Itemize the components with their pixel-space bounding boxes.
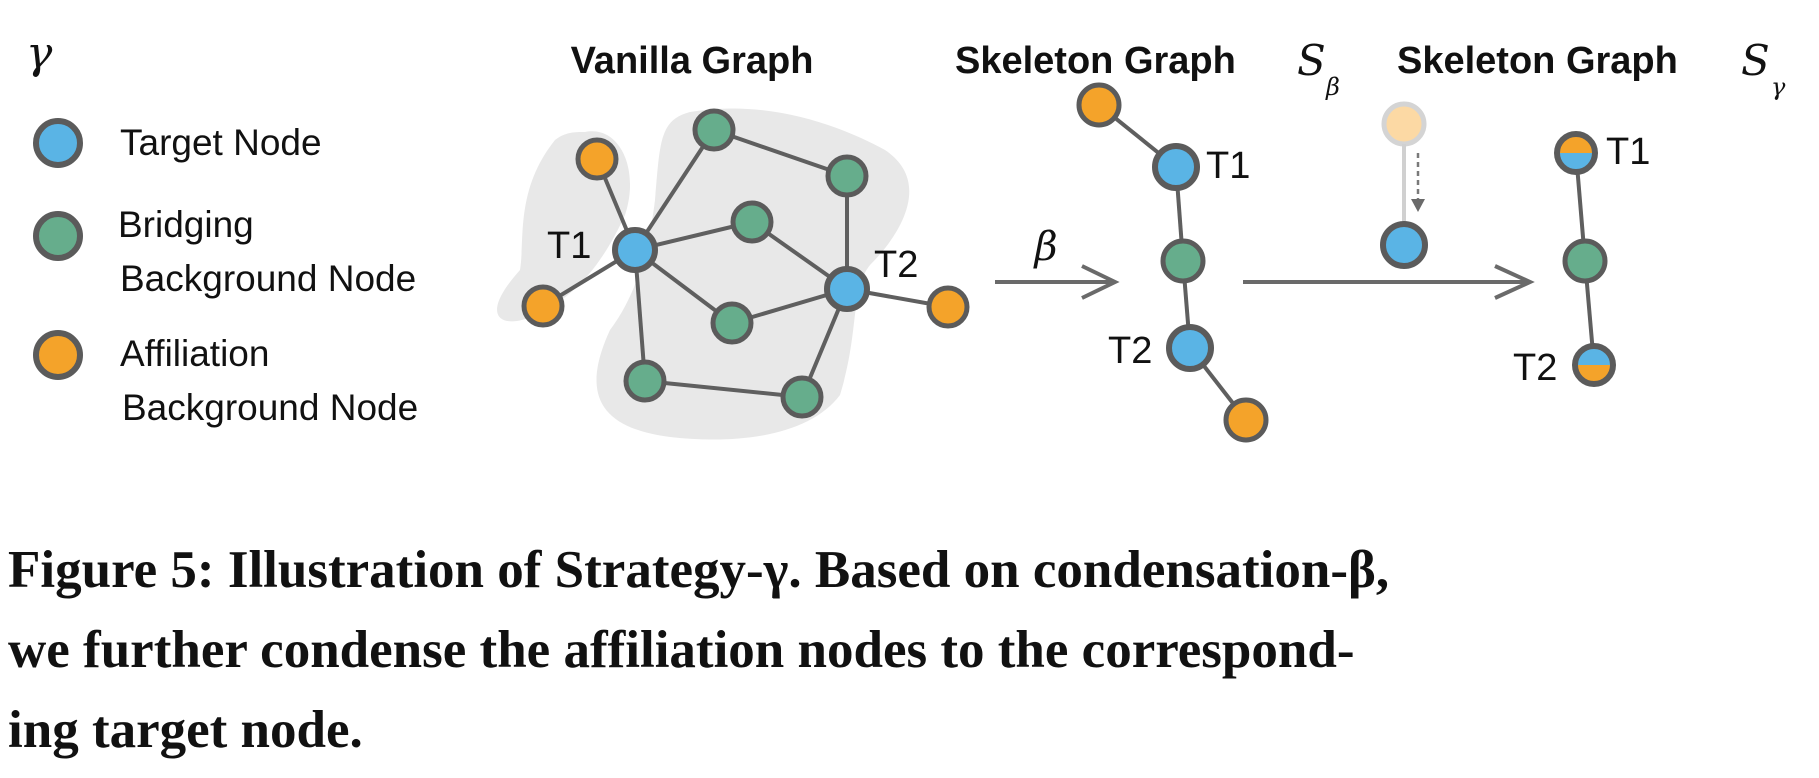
- skeleton-gamma-title: Skeleton Graph: [1397, 40, 1678, 82]
- caption-line-1: Figure 5: Illustration of Strategy-γ. Ba…: [8, 541, 1390, 599]
- vanilla-affiliation-node: [926, 285, 970, 329]
- vanilla-bridging-node: [692, 108, 736, 152]
- vanilla-bridging-node: [623, 359, 667, 403]
- skeleton-beta-symbol: S: [1297, 36, 1326, 85]
- skeleton-gamma-subscript: γ: [1771, 73, 1786, 101]
- skeleton-graph-beta: Skeleton Graph S β T1 T2: [955, 36, 1340, 443]
- skeleton-beta-bridging-node: [1160, 238, 1206, 284]
- skeleton-beta-target-node-t2: [1166, 324, 1214, 372]
- skeleton-beta-affiliation-node: [1076, 82, 1122, 128]
- vanilla-graph: Vanilla Graph: [497, 40, 970, 440]
- vanilla-affiliation-node: [521, 284, 565, 328]
- beta-arrow: β: [995, 224, 1120, 300]
- vanilla-bridging-node: [780, 375, 824, 419]
- skeleton-beta-affiliation-node: [1223, 397, 1269, 443]
- skeleton-beta-title: Skeleton Graph: [955, 40, 1236, 82]
- legend-target-label: Target Node: [120, 122, 322, 163]
- figure-caption: Figure 5: Illustration of Strategy-γ. Ba…: [8, 530, 1808, 770]
- vanilla-t2-label: T2: [874, 244, 918, 286]
- skeleton-beta-subscript: β: [1325, 73, 1340, 101]
- beta-arrow-label: β: [1032, 224, 1057, 270]
- vanilla-bridging-node: [825, 154, 869, 198]
- gamma-arrow: [1243, 264, 1535, 300]
- skeleton-beta-t1-label: T1: [1206, 145, 1250, 187]
- legend-gamma-symbol: γ: [26, 28, 53, 79]
- condense-inset: [1380, 101, 1428, 269]
- vanilla-graph-title: Vanilla Graph: [571, 40, 814, 82]
- legend-affiliation-label-line2: Background Node: [122, 387, 418, 428]
- vanilla-target-node-t2: [824, 266, 870, 312]
- vanilla-affiliation-node: [575, 137, 619, 181]
- strategy-gamma-diagram: γ Target Node Bridging Background Node A…: [26, 28, 1786, 443]
- legend-bridging-label-line1: Bridging: [118, 204, 254, 245]
- skeleton-gamma-target-node-t2: [1572, 343, 1616, 387]
- skeleton-gamma-symbol: S: [1741, 36, 1770, 85]
- legend: γ Target Node Bridging Background Node A…: [26, 28, 418, 428]
- skeleton-graph-gamma: Skeleton Graph S γ T1 T2: [1397, 36, 1786, 389]
- caption-line-2: we further condense the affiliation node…: [8, 621, 1355, 679]
- legend-affiliation-swatch: [33, 330, 83, 380]
- vanilla-target-node-t1: [612, 227, 658, 273]
- skeleton-gamma-t1-label: T1: [1606, 131, 1650, 173]
- inset-target-node: [1380, 221, 1428, 269]
- legend-target-swatch: [33, 118, 83, 168]
- skeleton-gamma-t2-label: T2: [1513, 347, 1557, 389]
- faded-affiliation-node: [1381, 101, 1427, 147]
- legend-bridging-label-line2: Background Node: [120, 258, 416, 299]
- skeleton-beta-t2-label: T2: [1108, 330, 1152, 372]
- vanilla-bridging-node: [730, 200, 774, 244]
- vanilla-t1-label: T1: [547, 225, 591, 267]
- legend-bridging-swatch: [33, 211, 83, 261]
- vanilla-bridging-node: [710, 301, 754, 345]
- skeleton-gamma-target-node-t1: [1554, 131, 1598, 175]
- legend-affiliation-label-line1: Affiliation: [120, 333, 269, 374]
- skeleton-beta-target-node-t1: [1152, 143, 1200, 191]
- skeleton-gamma-bridging-node: [1562, 238, 1608, 284]
- caption-line-3: ing target node.: [8, 701, 363, 759]
